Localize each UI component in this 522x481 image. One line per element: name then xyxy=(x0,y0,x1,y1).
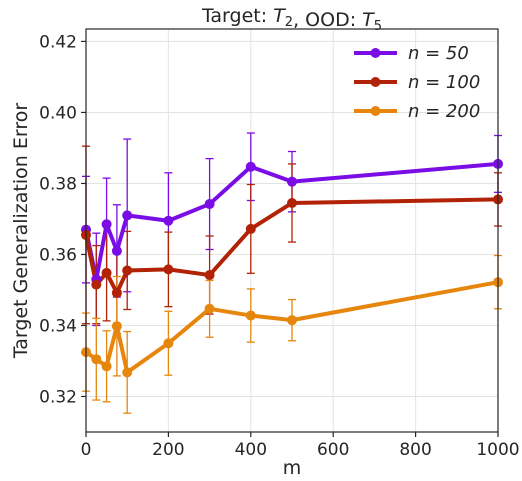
data-point xyxy=(245,223,256,234)
data-point xyxy=(111,321,122,332)
y-tick-label: 0.42 xyxy=(39,32,77,52)
y-tick-label: 0.34 xyxy=(39,316,77,336)
data-point xyxy=(111,287,122,298)
error-bars xyxy=(82,132,502,414)
legend-label: n = 200 xyxy=(408,101,480,122)
x-tick-label: 1000 xyxy=(476,440,519,460)
data-point xyxy=(101,361,112,372)
x-axis-label: m xyxy=(283,457,302,479)
y-tick-label: 0.32 xyxy=(39,387,77,407)
data-point xyxy=(287,176,297,187)
data-point xyxy=(122,367,133,378)
y-tick-label: 0.40 xyxy=(39,103,77,123)
data-point xyxy=(287,197,297,208)
data-point xyxy=(101,219,112,230)
legend-label: n = 100 xyxy=(408,72,480,93)
data-point xyxy=(91,279,102,290)
chart-title: Target: T2, OOD: T5 xyxy=(201,5,382,34)
ticks xyxy=(81,40,499,437)
data-point xyxy=(122,265,133,276)
x-tick-label: 800 xyxy=(399,440,431,460)
data-point xyxy=(91,354,102,365)
series-line xyxy=(84,280,499,375)
data-point xyxy=(163,264,174,275)
data-point xyxy=(204,199,215,210)
legend-marker xyxy=(370,106,381,116)
x-tick-label: 600 xyxy=(317,440,349,460)
series-lines xyxy=(84,161,499,375)
legend-marker xyxy=(370,48,381,58)
tick-labels: 0 200 400 600 800 1000 0.32 0.34 0.36 0.38 0.40 0.4… xyxy=(39,32,519,460)
legend-marker xyxy=(370,77,381,87)
data-point xyxy=(287,315,297,326)
y-axis-label: Target Generalization Error xyxy=(10,103,32,360)
data-point xyxy=(111,245,122,256)
data-point xyxy=(163,215,174,226)
x-tick-label: 200 xyxy=(152,440,184,460)
data-point xyxy=(122,210,133,221)
series-line xyxy=(84,161,499,282)
data-point xyxy=(204,270,215,281)
data-point xyxy=(245,161,256,172)
data-point xyxy=(163,338,174,349)
data-point xyxy=(101,267,112,278)
data-point xyxy=(245,310,256,321)
y-tick-label: 0.36 xyxy=(39,245,77,265)
plot-frame xyxy=(85,28,499,433)
legend: n = 50 n = 100 n = 200 xyxy=(354,43,480,122)
x-tick-label: 400 xyxy=(235,440,267,460)
x-tick-label: 0 xyxy=(81,440,92,460)
y-tick-label: 0.38 xyxy=(39,174,77,194)
data-point xyxy=(204,303,215,314)
legend-label: n = 50 xyxy=(408,43,469,64)
series-line xyxy=(84,197,499,295)
